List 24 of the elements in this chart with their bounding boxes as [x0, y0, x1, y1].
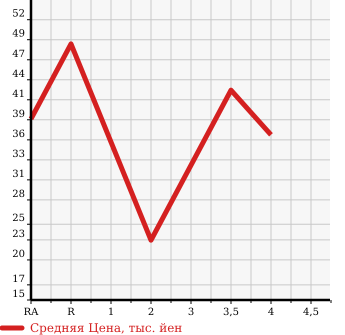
y-tick-label: 52 [12, 8, 25, 20]
x-tick-label: RA [24, 307, 40, 318]
y-tick-label: 41 [12, 88, 25, 100]
x-tick-label: 2 [148, 307, 154, 318]
x-tick-label: 1 [108, 307, 114, 318]
x-tick-label: 3,5 [223, 307, 239, 318]
y-tick-label: 28 [12, 188, 25, 200]
y-tick-label: 23 [12, 228, 25, 240]
y-tick-label: 44 [12, 68, 25, 80]
y-tick-label: 33 [12, 148, 25, 160]
y-tick-label: 20 [12, 248, 25, 260]
legend-label: Средняя Цена, тыс. йен [30, 321, 182, 335]
y-tick-label: 49 [12, 28, 25, 40]
y-tick-label: 39 [12, 108, 25, 120]
x-tick-label: 3 [188, 307, 194, 318]
y-tick-label: 15 [12, 289, 25, 300]
y-tick-label: 36 [12, 128, 25, 140]
y-tick-label: 25 [12, 213, 25, 224]
x-tick-label: R [67, 307, 76, 318]
x-tick-label: 4,5 [303, 307, 319, 318]
y-tick-label: 31 [12, 168, 25, 180]
y-tick-label: 17 [12, 274, 25, 285]
y-tick-label: 47 [12, 48, 25, 60]
x-tick-label: 4 [268, 307, 274, 318]
